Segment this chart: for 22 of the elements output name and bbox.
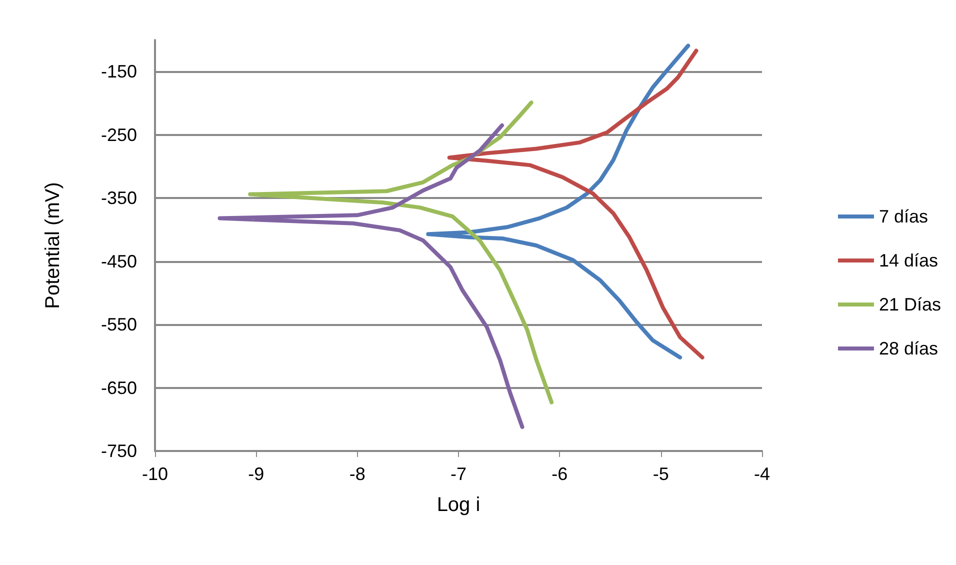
y-tick-label: -150 xyxy=(100,62,137,82)
x-tick-label: -4 xyxy=(754,464,770,484)
y-axis-title: Potential (mV) xyxy=(42,182,64,309)
y-tick-label: -250 xyxy=(100,124,137,145)
x-tick-label: -7 xyxy=(450,464,467,484)
y-tick-label: -350 xyxy=(100,188,137,208)
legend-label: 14 días xyxy=(878,250,938,270)
line-series xyxy=(248,100,554,404)
legend-label: 7 días xyxy=(878,206,928,226)
x-tick-label: -10 xyxy=(142,464,168,484)
legend-label: 21 Días xyxy=(878,294,942,314)
y-tick-label: -650 xyxy=(100,378,137,398)
x-tick-label: -8 xyxy=(349,464,366,484)
legend-label: 28 días xyxy=(878,338,938,358)
y-tick-label: -750 xyxy=(100,441,137,461)
x-tick-label: -5 xyxy=(652,464,669,484)
x-tick-label: -9 xyxy=(248,464,264,484)
x-tick-label: -6 xyxy=(552,464,568,484)
line-series xyxy=(218,123,524,429)
x-axis-title: Log i xyxy=(436,494,480,516)
y-tick-label: -450 xyxy=(100,251,137,272)
y-tick-label: -550 xyxy=(100,314,137,335)
